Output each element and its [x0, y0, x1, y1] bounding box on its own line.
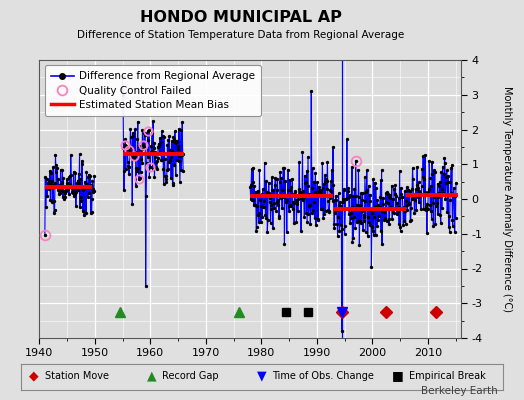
- Legend: Difference from Regional Average, Quality Control Failed, Estimated Station Mean: Difference from Regional Average, Qualit…: [45, 65, 261, 116]
- Text: Time of Obs. Change: Time of Obs. Change: [272, 371, 374, 381]
- Text: Record Gap: Record Gap: [162, 371, 219, 381]
- Text: ▼: ▼: [257, 370, 267, 382]
- Text: Berkeley Earth: Berkeley Earth: [421, 386, 498, 396]
- Text: HONDO MUNICIPAL AP: HONDO MUNICIPAL AP: [140, 10, 342, 25]
- Text: ◆: ◆: [29, 370, 39, 382]
- Text: ■: ■: [392, 370, 404, 382]
- Text: Station Move: Station Move: [45, 371, 108, 381]
- Y-axis label: Monthly Temperature Anomaly Difference (°C): Monthly Temperature Anomaly Difference (…: [502, 86, 512, 312]
- Text: Empirical Break: Empirical Break: [409, 371, 485, 381]
- Text: ▲: ▲: [147, 370, 157, 382]
- Text: Difference of Station Temperature Data from Regional Average: Difference of Station Temperature Data f…: [78, 30, 405, 40]
